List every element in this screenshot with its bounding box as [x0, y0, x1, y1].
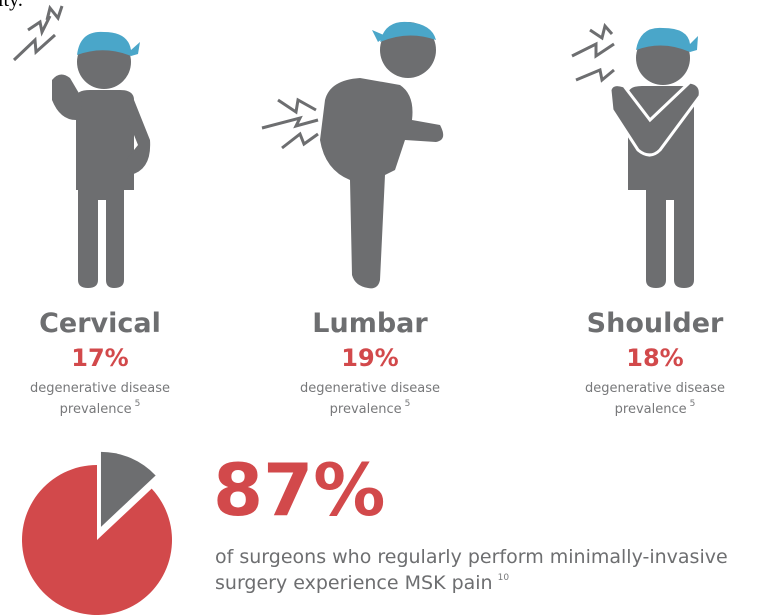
pie-slice	[100, 451, 156, 527]
summary-line: surgery experience MSK pain 10	[215, 572, 509, 594]
panel-desc: degenerative disease	[585, 381, 725, 396]
panel-desc: prevalence 5	[60, 399, 141, 417]
panel-label: Shoulder	[587, 308, 724, 339]
summary-value: 87%	[213, 448, 385, 532]
panel-percent: 18%	[626, 344, 683, 372]
footnote: 10	[498, 573, 510, 583]
panel-desc: prevalence 5	[615, 399, 696, 417]
panel-label: Cervical	[39, 308, 161, 339]
lumbar-figure	[261, 21, 444, 289]
panel-desc: prevalence	[330, 402, 402, 417]
panel-percent: 17%	[71, 344, 128, 372]
footnote: 5	[135, 399, 141, 409]
footnote: 5	[690, 399, 696, 409]
panel-desc: prevalence	[615, 402, 687, 417]
summary-line: surgery experience MSK pain	[215, 572, 493, 594]
pie-slice	[22, 465, 173, 615]
panel-desc: prevalence 5	[330, 399, 411, 417]
panel-percent: 19%	[341, 344, 398, 372]
pie-chart	[22, 451, 173, 615]
panel-desc: degenerative disease	[300, 381, 440, 396]
panel-desc: degenerative disease	[30, 381, 170, 396]
panel-label: Lumbar	[312, 308, 428, 339]
summary-line: of surgeons who regularly perform minima…	[215, 546, 728, 568]
shoulder-figure	[571, 22, 702, 288]
header-text: ity.	[0, 0, 23, 11]
cervical-figure	[12, 4, 151, 288]
panel-desc: prevalence	[60, 402, 132, 417]
panels: Cervical 17% degenerative disease prevalenc…	[30, 308, 725, 417]
footnote: 5	[405, 399, 411, 409]
